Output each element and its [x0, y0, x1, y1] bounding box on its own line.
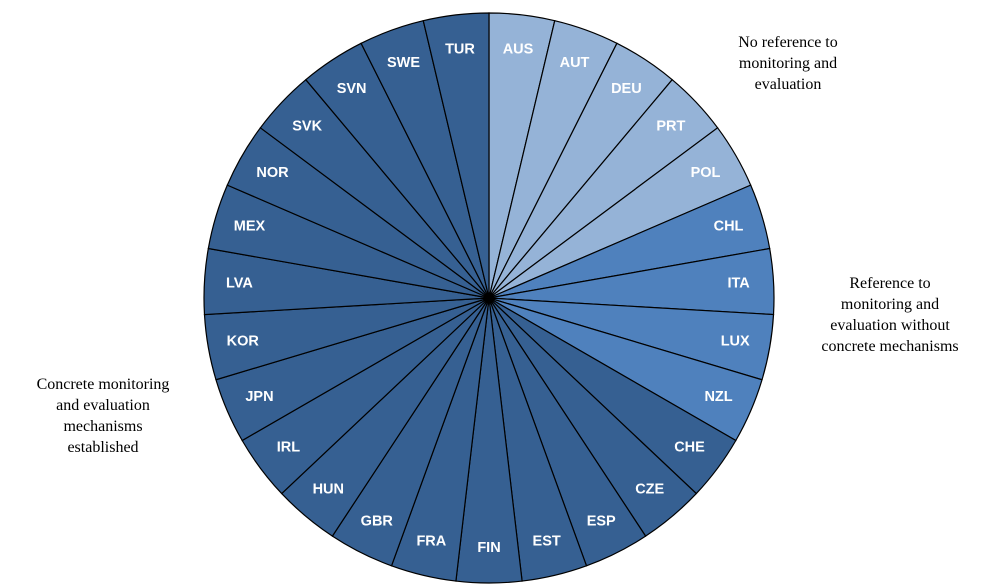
- pie-slice-tur: [422, 12, 490, 299]
- pie-label-fin: FIN: [477, 540, 500, 556]
- pie-label-deu: DEU: [611, 81, 642, 97]
- annotation-no-reference: No reference to monitoring and evaluatio…: [738, 34, 838, 93]
- annotation-reference-without-mechanisms: Reference to monitoring and evaluation w…: [821, 275, 959, 355]
- pie-label-prt: PRT: [656, 118, 685, 134]
- pie-label-kor: KOR: [227, 333, 260, 349]
- pie-label-lva: LVA: [226, 275, 253, 291]
- pie-label-svn: SVN: [337, 81, 367, 97]
- pie-label-mex: MEX: [234, 218, 266, 234]
- pie-slices: [203, 12, 775, 584]
- pie-label-swe: SWE: [387, 55, 420, 71]
- pie-label-svk: SVK: [292, 118, 322, 134]
- pie-label-chl: CHL: [714, 218, 744, 234]
- pie-slice-labels: AUS AUT DEU PRT POL CHL ITA LUX NZL CHE CZE ESP EST F…: [226, 42, 750, 556]
- pie-label-gbr: GBR: [361, 513, 394, 529]
- pie-label-cze: CZE: [635, 482, 664, 498]
- pie-label-est: EST: [533, 533, 561, 549]
- pie-label-aut: AUT: [560, 55, 590, 71]
- pie-label-pol: POL: [691, 165, 721, 181]
- pie-label-ita: ITA: [727, 275, 750, 291]
- pie-label-aus: AUS: [503, 42, 534, 58]
- pie-label-lux: LUX: [721, 333, 750, 349]
- pie-label-hun: HUN: [313, 482, 344, 498]
- pie-label-nzl: NZL: [704, 389, 732, 405]
- pie-label-esp: ESP: [587, 513, 616, 529]
- annotation-concrete-mechanisms: Concrete monitoring and evaluation mecha…: [36, 376, 170, 456]
- pie-label-irl: IRL: [277, 439, 301, 455]
- pie-label-che: CHE: [674, 439, 705, 455]
- pie-label-tur: TUR: [445, 42, 475, 58]
- pie-label-jpn: JPN: [245, 389, 273, 405]
- pie-label-fra: FRA: [416, 533, 446, 549]
- pie-label-nor: NOR: [256, 165, 289, 181]
